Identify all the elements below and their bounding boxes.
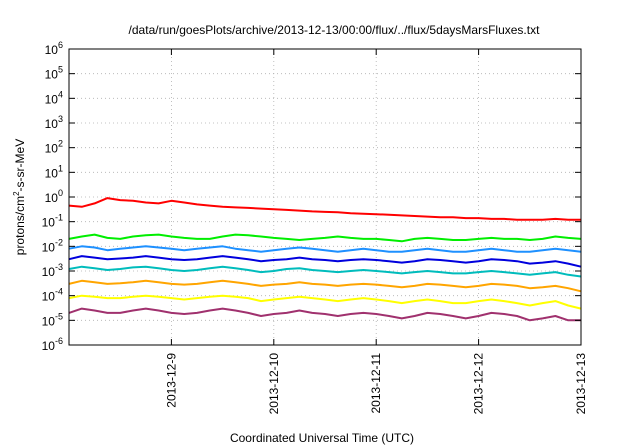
y-tick-label: 103 [45,114,63,131]
y-tick-label-base: 10 [45,117,59,131]
y-tick-label: 101 [45,163,63,180]
y-tick-label: 10-4 [42,287,63,304]
y-tick-label-base: 10 [42,339,56,353]
y-tick-label: 104 [45,89,63,106]
y-axis-label-sup: 2 [12,191,21,196]
y-tick-label-base: 10 [45,142,59,156]
y-tick-label: 102 [45,139,63,156]
y-tick-label-exp: 0 [58,188,63,198]
series-line-0 [68,197,581,221]
y-axis: 10-610-510-410-310-210-11001011021031041… [42,40,581,353]
y-tick-label-exp: -3 [55,262,63,272]
y-tick-label-base: 10 [42,314,56,328]
y-tick-label-exp: -1 [55,213,63,223]
y-tick-label-exp: 3 [58,114,63,124]
y-tick-label-exp: 5 [58,65,63,75]
chart-title: /data/run/goesPlots/archive/2013-12-13/0… [129,23,541,37]
x-tick-label: 2013-12-11 [369,353,383,414]
y-tick-label-base: 10 [42,265,56,279]
series-line-7 [68,307,581,322]
plot-series-group [68,197,582,322]
y-tick-label: 105 [45,65,63,82]
series-line-1 [68,233,582,243]
y-tick-label-exp: -2 [55,237,63,247]
series-line-3 [68,255,582,268]
y-tick-label-base: 10 [42,240,56,254]
x-axis-label: Coordinated Universal Time (UTC) [230,431,414,445]
y-tick-label-base: 10 [42,216,56,230]
y-tick-label-base: 10 [45,191,59,205]
x-tick-label: 2013-12-13 [574,353,588,415]
y-tick-label-exp: 6 [58,40,63,50]
series-line-5 [68,279,582,293]
y-tick-label: 10-3 [42,262,63,279]
y-tick-label-exp: -6 [55,336,63,346]
y-tick-label: 100 [45,188,63,205]
y-tick-label-exp: 1 [58,163,63,173]
y-tick-label: 10-6 [42,336,63,353]
y-tick-label-exp: -4 [55,287,63,297]
y-tick-label-exp: 2 [58,139,63,149]
series-line-4 [68,265,582,278]
y-tick-label: 106 [45,40,63,57]
x-tick-label: 2013-12-12 [472,353,486,415]
x-tick-label: 2013-12-9 [164,353,178,408]
y-tick-label-base: 10 [45,92,59,106]
y-axis-label: protons/cm2-s-sr-MeV [12,139,27,255]
series-line-2 [68,245,582,253]
y-tick-label-base: 10 [45,68,59,82]
y-tick-label: 10-1 [42,213,63,230]
y-axis-label-rest: -s-sr-MeV [13,139,27,192]
y-axis-label-base: protons/cm [13,196,27,255]
y-tick-label-exp: -5 [55,311,63,321]
x-tick-label: 2013-12-10 [267,353,281,415]
y-tick-label-base: 10 [45,166,59,180]
x-axis: 2013-12-9 2013-12-10 2013-12-11 2013-12-12 2… [164,49,588,414]
series-line-6 [68,294,582,310]
y-tick-label: 10-5 [42,311,63,328]
y-tick-label-exp: 4 [58,89,63,99]
y-tick-label-base: 10 [42,290,56,304]
y-tick-label: 10-2 [42,237,63,254]
y-tick-label-base: 10 [45,43,59,57]
